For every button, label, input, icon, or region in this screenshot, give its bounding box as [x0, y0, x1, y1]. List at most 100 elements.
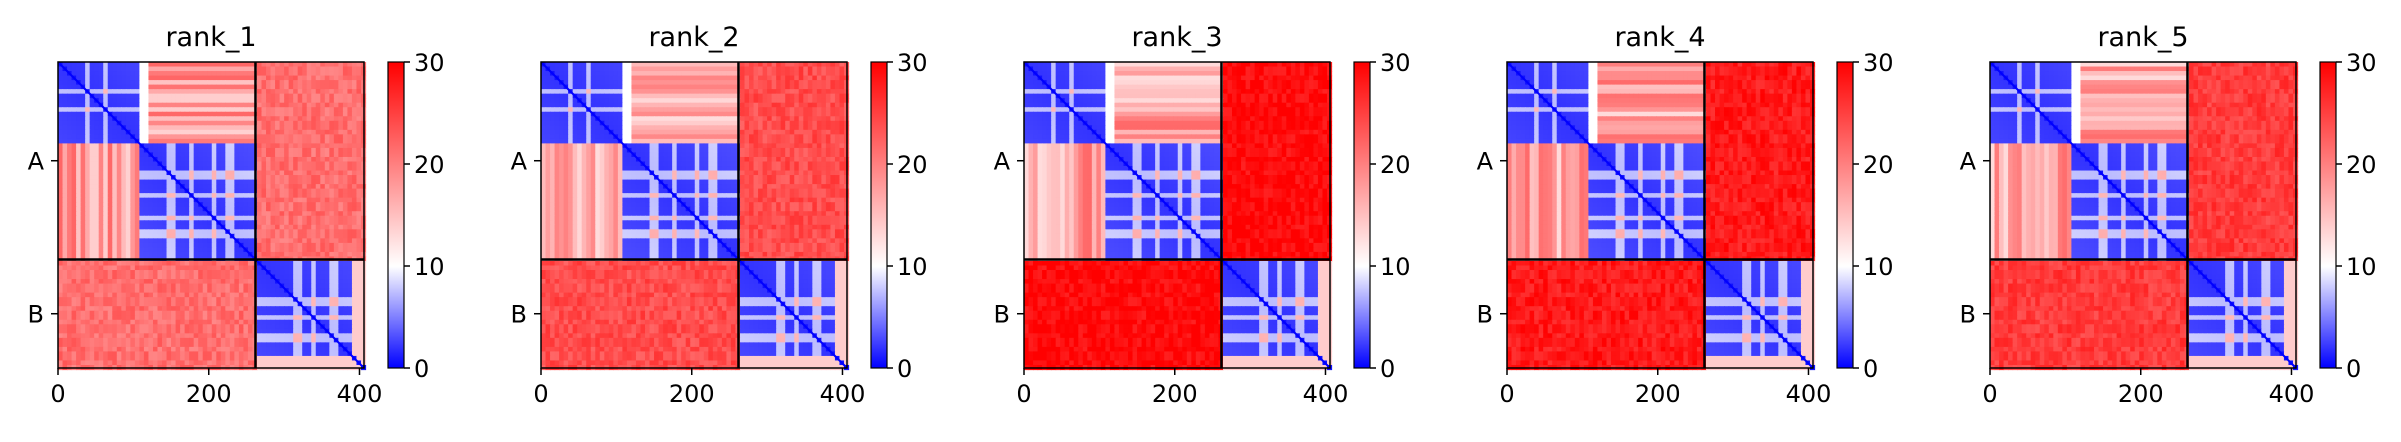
heatmap-cell	[58, 112, 63, 117]
heatmap-cell	[343, 148, 348, 153]
heatmap-cell	[293, 220, 298, 225]
heatmap-cell	[334, 293, 339, 298]
heatmap-cell	[248, 171, 253, 176]
heatmap-cell	[112, 311, 117, 316]
heatmap-cell	[162, 297, 167, 302]
heatmap-cell	[225, 216, 230, 221]
heatmap-cell	[257, 121, 262, 126]
heatmap-cell	[207, 98, 212, 103]
heatmap-cell	[189, 175, 194, 180]
heatmap-cell	[135, 284, 140, 289]
heatmap-cell	[266, 311, 271, 316]
heatmap-cell	[347, 311, 352, 316]
heatmap-cell	[212, 112, 217, 117]
heatmap-cell	[248, 157, 253, 162]
heatmap-cell	[180, 207, 185, 212]
heatmap-cell	[325, 171, 330, 176]
heatmap-cell	[85, 134, 90, 139]
heatmap-cell	[325, 175, 330, 180]
heatmap-cell	[135, 171, 140, 176]
heatmap-cell	[636, 80, 641, 85]
heatmap-cell	[148, 143, 153, 148]
heatmap-cell	[180, 306, 185, 311]
heatmap-cell	[139, 189, 144, 194]
heatmap-cell	[289, 103, 294, 108]
heatmap-cell	[645, 67, 650, 72]
heatmap-cell	[67, 85, 72, 90]
heatmap-cell	[81, 333, 86, 338]
heatmap-cell	[338, 275, 343, 280]
heatmap-cell	[139, 207, 144, 212]
heatmap-cell	[239, 297, 244, 302]
heatmap-cell	[176, 297, 181, 302]
heatmap-cell	[58, 347, 63, 352]
heatmap-cell	[325, 116, 330, 121]
heatmap-cell	[731, 76, 736, 81]
heatmap-cell	[194, 247, 199, 252]
heatmap-cell	[275, 220, 280, 225]
heatmap-cell	[185, 211, 190, 216]
heatmap-cell	[67, 315, 72, 320]
heatmap-cell	[280, 252, 285, 257]
heatmap-cell	[126, 306, 131, 311]
heatmap-cell	[194, 211, 199, 216]
heatmap-cell	[203, 342, 208, 347]
heatmap-cell	[298, 320, 303, 325]
heatmap-cell	[280, 107, 285, 112]
heatmap-cell	[167, 71, 172, 76]
heatmap-cell	[148, 275, 153, 280]
heatmap-cell	[257, 62, 262, 67]
heatmap-cell	[271, 356, 276, 361]
heatmap-cell	[112, 306, 117, 311]
heatmap-cell	[352, 152, 357, 157]
heatmap-cell	[325, 320, 330, 325]
heatmap-cell	[81, 329, 86, 334]
heatmap-cell	[162, 311, 167, 316]
heatmap-cell	[171, 62, 176, 67]
heatmap-cell	[257, 71, 262, 76]
heatmap-cell	[76, 116, 81, 121]
heatmap-cell	[334, 220, 339, 225]
heatmap-cell	[130, 80, 135, 85]
heatmap-cell	[176, 116, 181, 121]
heatmap-cell	[144, 247, 149, 252]
heatmap-cell	[117, 107, 122, 112]
heatmap-cell	[194, 225, 199, 230]
heatmap-cell	[668, 80, 673, 85]
heatmap-cell	[248, 71, 253, 76]
heatmap-cell	[343, 134, 348, 139]
heatmap-cell	[94, 279, 99, 284]
heatmap-cell	[216, 356, 221, 361]
heatmap-cell	[311, 342, 316, 347]
heatmap-cell	[234, 161, 239, 166]
heatmap-cell	[121, 243, 126, 248]
heatmap-cell	[90, 252, 95, 257]
heatmap-cell	[352, 130, 357, 135]
heatmap-cell	[221, 311, 226, 316]
heatmap-cell	[266, 89, 271, 94]
heatmap-cell	[266, 347, 271, 352]
heatmap-cell	[230, 67, 235, 72]
heatmap-cell	[808, 62, 813, 67]
heatmap-cell	[541, 85, 546, 90]
heatmap-cell	[325, 243, 330, 248]
heatmap-cell	[280, 157, 285, 162]
heatmap-cell	[266, 320, 271, 325]
heatmap-cell	[90, 175, 95, 180]
heatmap-cell	[257, 211, 262, 216]
heatmap-cell	[108, 103, 113, 108]
heatmap-cell	[307, 116, 312, 121]
heatmap-cell	[139, 347, 144, 352]
heatmap-cell	[85, 76, 90, 81]
heatmap-cell	[212, 284, 217, 289]
heatmap-cell	[139, 229, 144, 234]
heatmap-cell	[76, 184, 81, 189]
heatmap-cell	[99, 216, 104, 221]
heatmap-cell	[126, 202, 131, 207]
heatmap-cell	[207, 89, 212, 94]
heatmap-cell	[271, 293, 276, 298]
heatmap-cell	[347, 234, 352, 239]
heatmap-cell	[171, 356, 176, 361]
heatmap-cell	[225, 143, 230, 148]
heatmap-cell	[262, 71, 267, 76]
